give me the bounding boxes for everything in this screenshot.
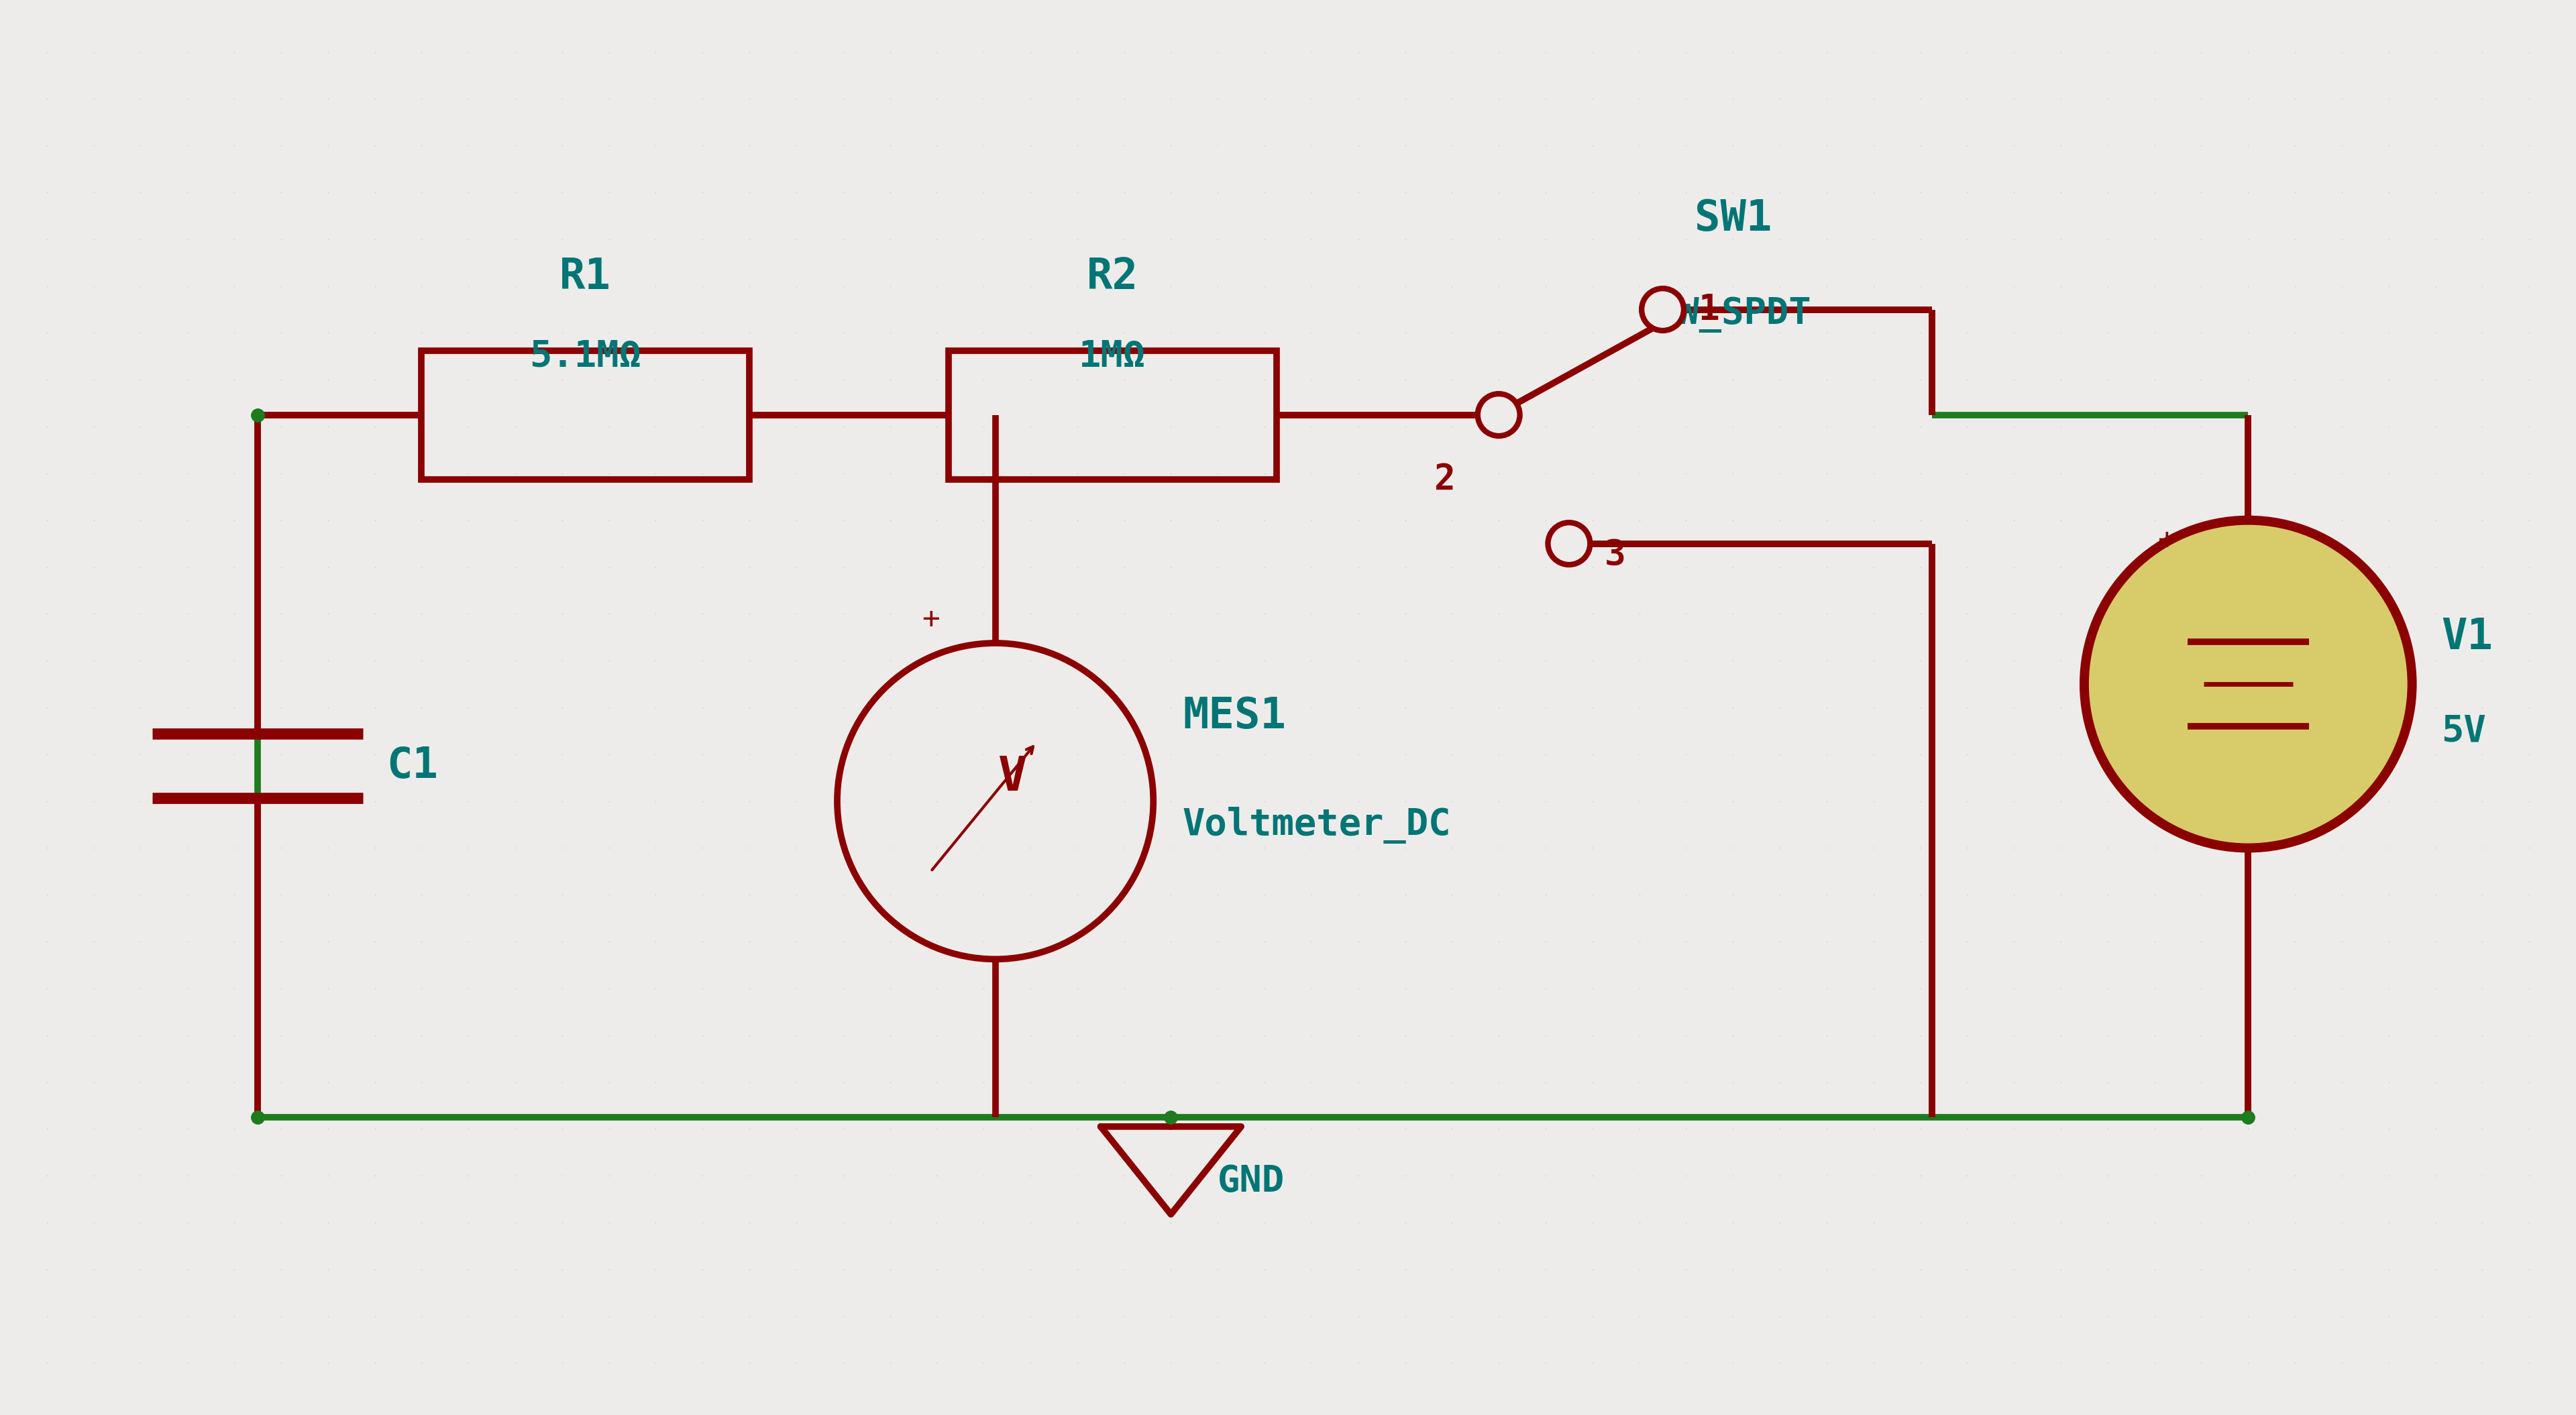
Text: 5.1MΩ: 5.1MΩ: [531, 338, 641, 374]
Text: 1MΩ: 1MΩ: [1079, 338, 1146, 374]
Text: 2: 2: [1435, 461, 1455, 497]
Circle shape: [2084, 521, 2411, 848]
Text: R2: R2: [1087, 256, 1139, 297]
Text: SW_SPDT: SW_SPDT: [1654, 297, 1811, 333]
Text: 3: 3: [1605, 538, 1625, 573]
Text: GND: GND: [1218, 1163, 1285, 1200]
Bar: [948, 351, 1275, 480]
Text: +: +: [922, 606, 940, 634]
Circle shape: [1641, 289, 1685, 331]
Text: C1: C1: [386, 746, 438, 787]
Text: MES1: MES1: [1182, 695, 1285, 737]
Text: +: +: [2156, 526, 2174, 555]
Text: 1: 1: [1698, 291, 1718, 327]
Text: Voltmeter_DC: Voltmeter_DC: [1182, 807, 1450, 843]
Text: 5V: 5V: [2442, 713, 2486, 749]
Text: R1: R1: [559, 256, 611, 297]
Circle shape: [1479, 393, 1520, 436]
Text: SW1: SW1: [1695, 198, 1772, 239]
Text: V: V: [999, 754, 1028, 801]
Text: V1: V1: [2442, 617, 2494, 658]
Circle shape: [1548, 522, 1589, 565]
Bar: [422, 351, 750, 480]
